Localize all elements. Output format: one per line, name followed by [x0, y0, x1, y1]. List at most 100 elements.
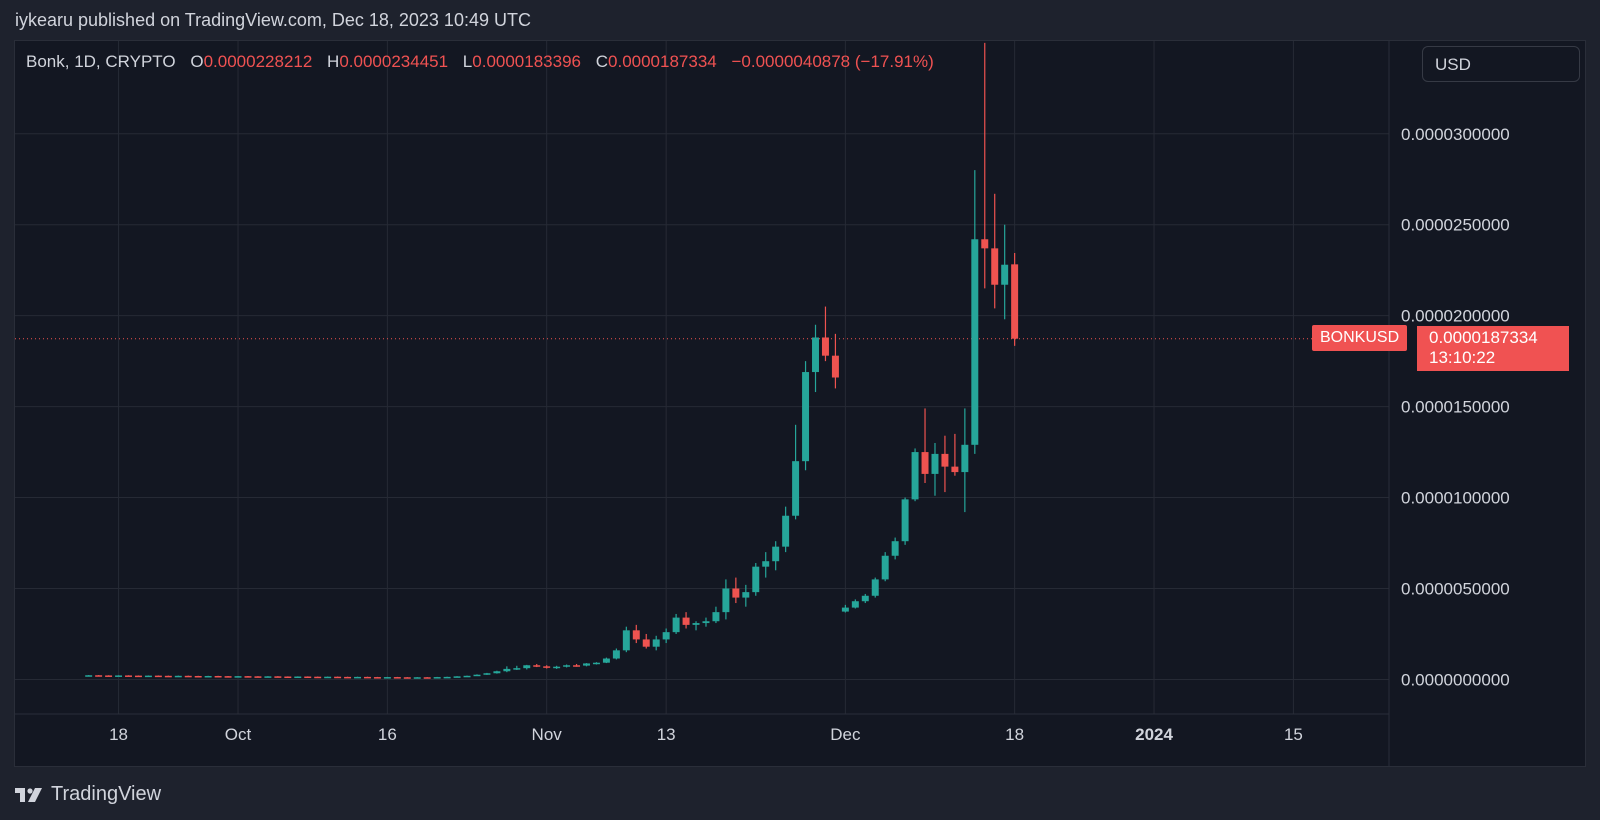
candle: [204, 675, 212, 678]
candle: [493, 670, 501, 674]
candle: [901, 497, 909, 545]
candle: [692, 621, 700, 631]
chart-pane[interactable]: 0.0000000000 0.0000050000 0.0000100000 0.00…: [14, 40, 1586, 767]
candle-body: [85, 675, 93, 677]
candle-body: [264, 676, 272, 678]
time-axis[interactable]: 18 Oct 16 Nov 13 Dec 18 2024 15: [109, 725, 1303, 744]
candle-body: [642, 639, 650, 647]
candle: [344, 676, 352, 679]
candle: [533, 663, 541, 668]
candle-body: [991, 248, 999, 285]
candle: [115, 675, 123, 677]
candle: [1001, 224, 1009, 320]
candle: [702, 617, 710, 627]
candle: [513, 665, 521, 670]
candle: [134, 675, 142, 678]
candle: [583, 663, 590, 667]
candle-body: [563, 665, 571, 667]
candle-body: [194, 675, 202, 678]
symbol-price-label: BONKUSD: [1312, 324, 1408, 351]
candle-body: [543, 666, 551, 668]
candle: [194, 675, 202, 678]
candle: [1011, 252, 1019, 346]
legend-change: −0.0000040878 (−17.91%): [731, 52, 934, 71]
candle: [911, 448, 919, 502]
candle-body: [772, 546, 780, 562]
candle-body: [583, 663, 590, 666]
legend-open-label: O: [190, 52, 204, 71]
candle-body: [812, 337, 819, 373]
tradingview-logo-text: TradingView: [51, 783, 162, 805]
candle-body: [224, 676, 232, 678]
currency-selector[interactable]: USD: [1422, 46, 1580, 82]
candle: [473, 674, 481, 677]
candle: [184, 675, 192, 678]
candle-body: [612, 650, 620, 659]
bar-countdown: 13:10:22: [1429, 347, 1496, 367]
candles: [85, 42, 1019, 679]
price-tick-label: 0.0000150000: [1401, 398, 1510, 417]
candle-body: [861, 595, 869, 602]
candle: [174, 675, 182, 678]
candle-body: [373, 677, 381, 679]
candle-body: [523, 665, 531, 669]
candle-body: [931, 453, 939, 474]
price-axis[interactable]: 0.0000000000 0.0000050000 0.0000100000 0.00…: [1401, 125, 1510, 690]
candle-body: [294, 676, 302, 679]
candle-body: [722, 588, 730, 613]
candle: [632, 624, 640, 644]
candle-body: [443, 676, 451, 679]
candle: [234, 675, 242, 678]
candle: [403, 677, 411, 679]
candle: [841, 604, 849, 613]
time-tick-label: 18: [109, 725, 128, 744]
time-tick-label: Nov: [532, 725, 563, 744]
candle-body: [602, 658, 610, 663]
candle: [433, 676, 441, 679]
candlestick-chart[interactable]: 0.0000000000 0.0000050000 0.0000100000 0.00…: [15, 41, 1585, 766]
candle-body: [214, 675, 222, 678]
candle-body: [493, 671, 501, 674]
time-tick-label: 2024: [1135, 725, 1173, 744]
price-tick-label: 0.0000250000: [1401, 216, 1510, 235]
candle: [981, 42, 989, 289]
candle: [682, 612, 690, 629]
candle: [483, 672, 491, 675]
legend-close-value: 0.0000187334: [608, 52, 717, 71]
candle: [373, 676, 381, 679]
candle-body: [154, 675, 162, 678]
time-tick-label: 13: [657, 725, 676, 744]
candle: [254, 676, 262, 678]
candle: [792, 424, 800, 520]
tradingview-logo[interactable]: TradingView: [15, 783, 161, 806]
candle-body: [134, 675, 142, 678]
candle-body: [712, 612, 720, 622]
candle-body: [363, 676, 371, 679]
candle-body: [792, 461, 800, 516]
time-tick-label: 16: [378, 725, 397, 744]
candle-body: [324, 676, 332, 679]
candle: [871, 577, 879, 598]
candle-body: [383, 677, 391, 679]
candle: [324, 676, 332, 679]
candle: [573, 663, 581, 667]
candle-body: [971, 239, 979, 445]
candle-body: [553, 666, 561, 669]
candle-body: [314, 676, 322, 679]
legend-close-label: C: [595, 52, 609, 71]
candle: [463, 675, 471, 678]
candle-body: [453, 676, 461, 678]
candle: [553, 665, 561, 669]
candle-body: [941, 453, 949, 467]
candle: [941, 435, 949, 493]
candle-body: [851, 601, 859, 608]
candle: [274, 676, 282, 678]
candle: [453, 676, 461, 678]
candle-body: [652, 639, 660, 647]
candle: [284, 676, 292, 679]
candle-body: [463, 675, 471, 678]
candle-body: [981, 239, 989, 249]
candle-body: [115, 675, 123, 677]
candle: [602, 657, 610, 664]
last-price-value: 0.0000187334: [1429, 327, 1538, 347]
